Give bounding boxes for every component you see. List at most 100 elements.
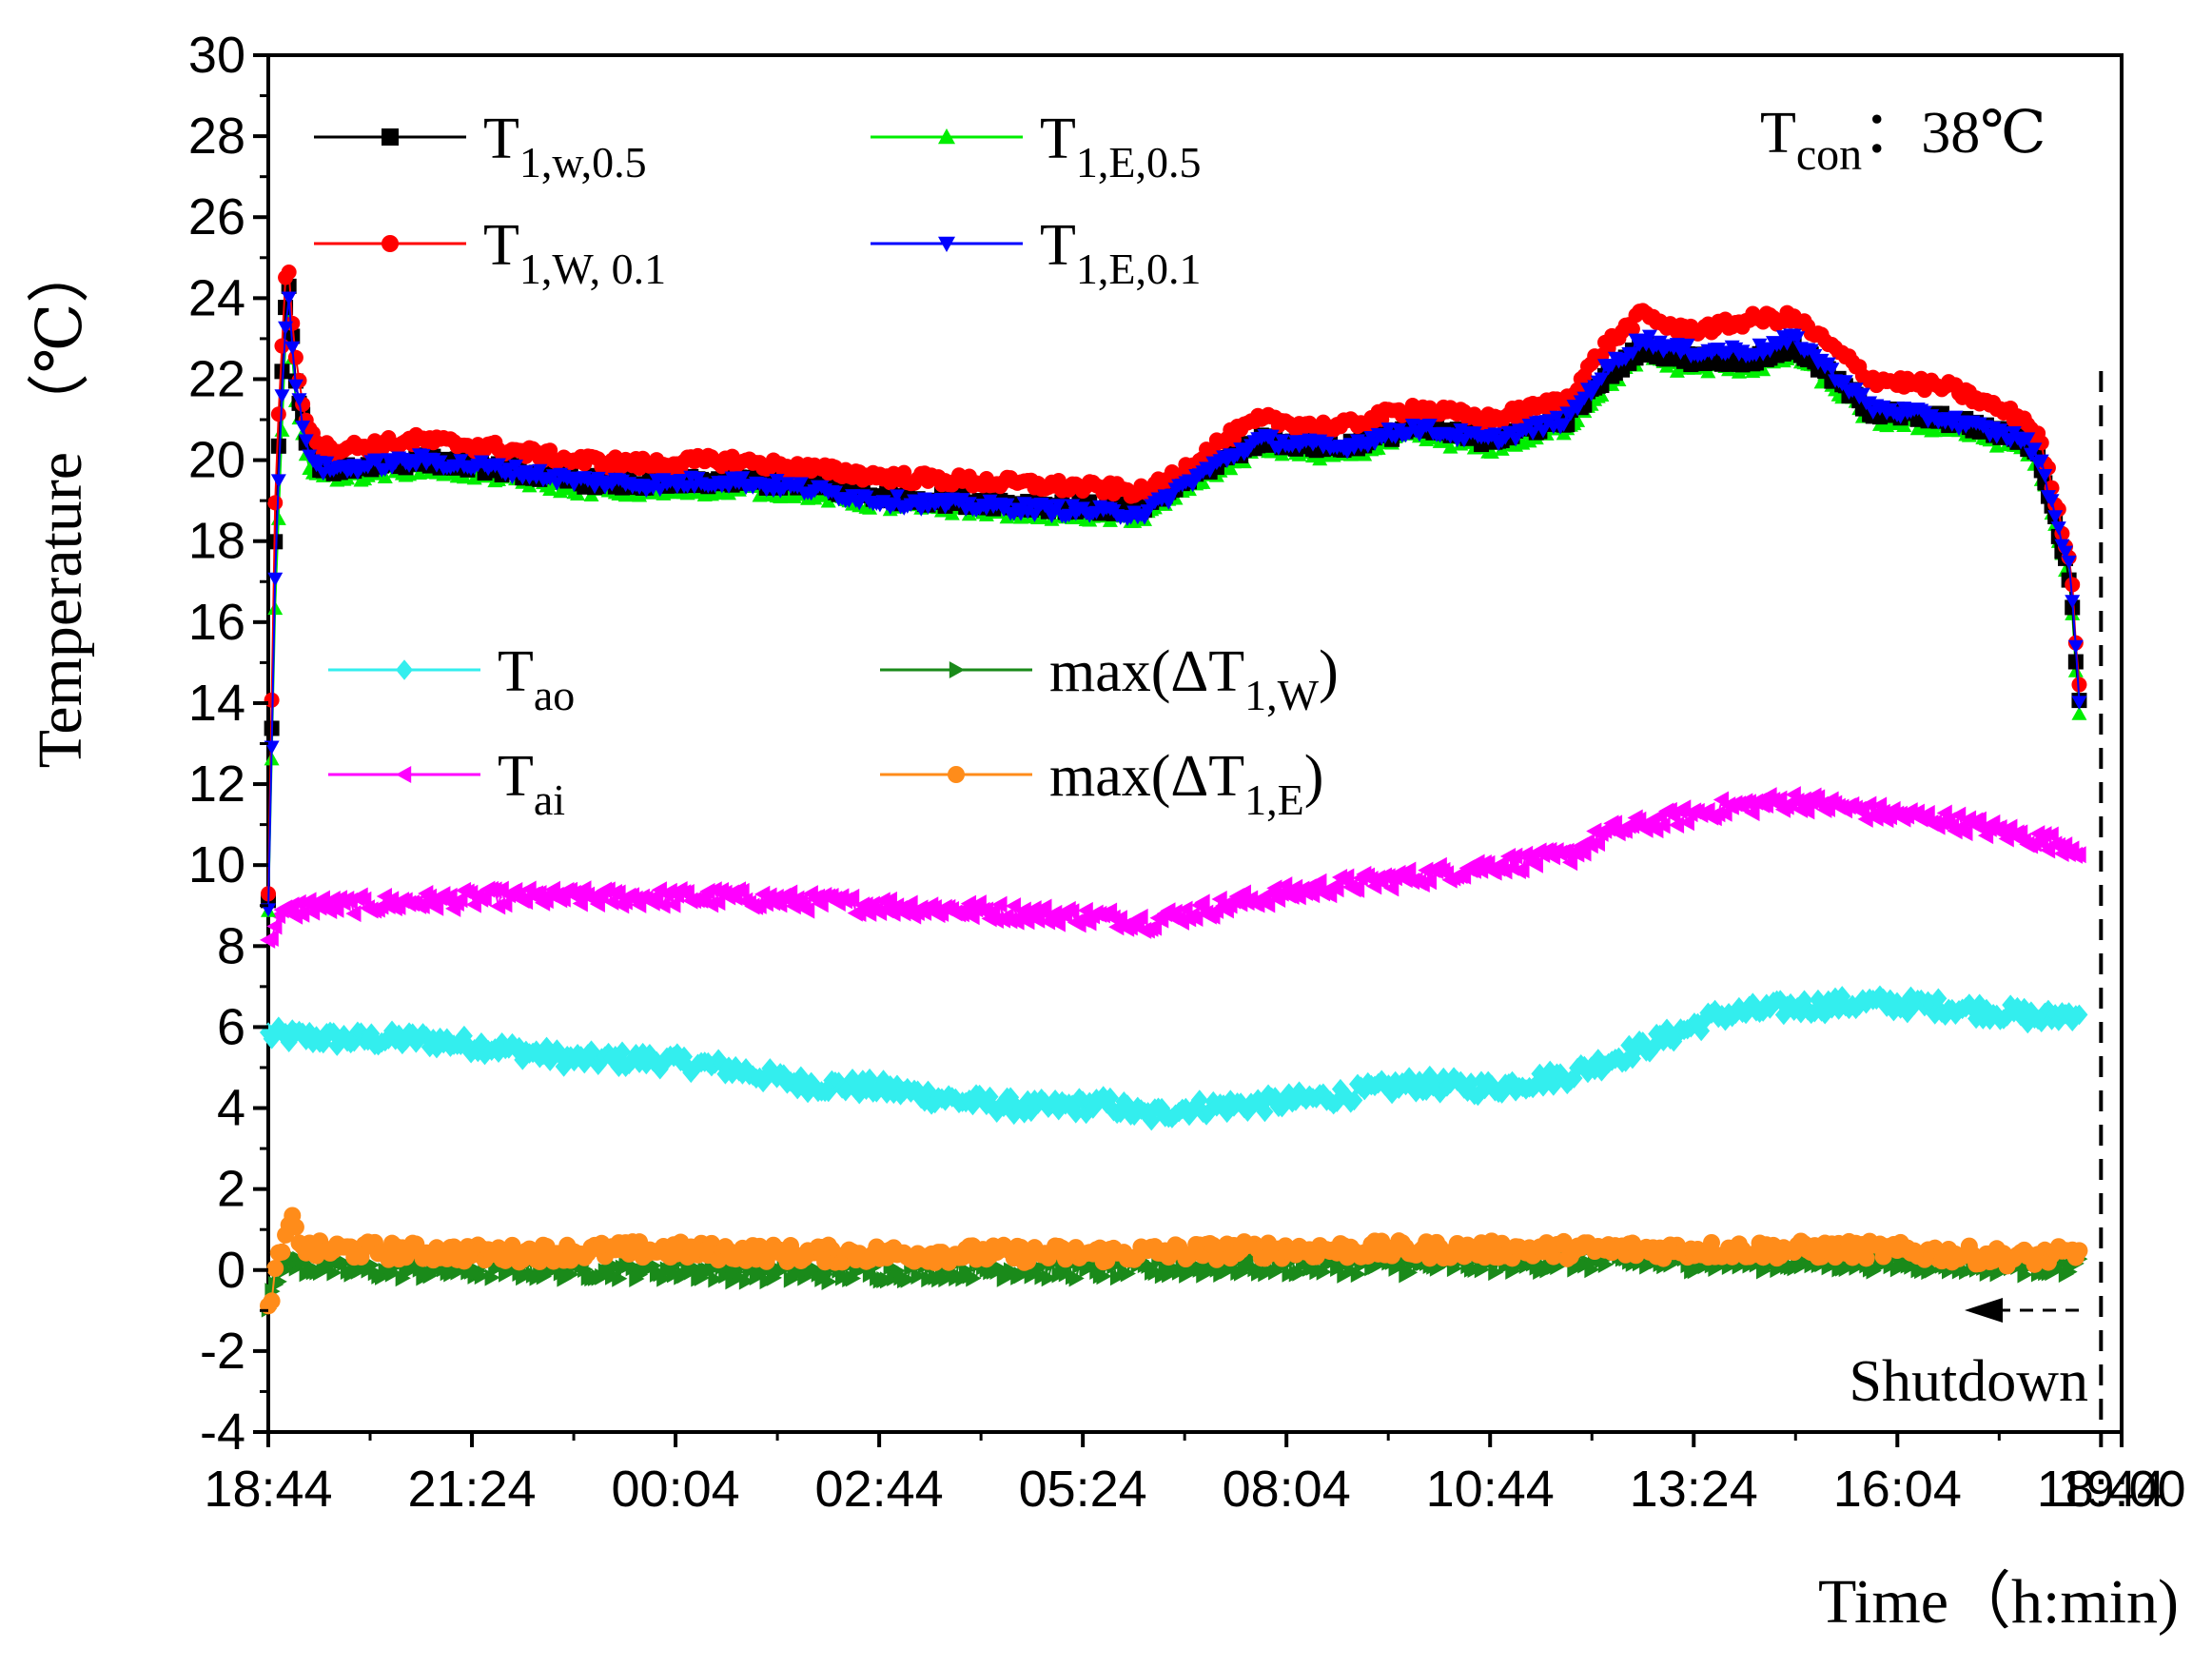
data-point — [1277, 876, 1293, 894]
data-point — [1036, 898, 1052, 916]
data-point — [274, 422, 290, 437]
data-point — [734, 882, 750, 900]
data-point — [1068, 1269, 1085, 1287]
data-point — [1561, 854, 1578, 872]
x-tick-label: 16:04 — [1833, 1461, 1962, 1518]
data-point — [270, 438, 286, 454]
data-point — [1702, 1233, 1720, 1251]
data-point — [396, 659, 413, 680]
data-point — [820, 494, 836, 508]
data-point — [1187, 909, 1204, 927]
data-point — [1311, 873, 1327, 891]
data-point — [1348, 880, 1365, 898]
data-point — [1132, 908, 1148, 926]
data-point — [954, 493, 970, 507]
data-point — [370, 453, 386, 467]
legend-label: max(ΔT1,W) — [1049, 639, 1339, 719]
data-point — [270, 474, 286, 488]
condition-annotation: Tcon：38℃ — [1760, 101, 2046, 180]
data-point — [799, 901, 815, 919]
data-point — [991, 895, 1008, 913]
data-point — [2033, 454, 2049, 468]
data-point — [414, 896, 430, 914]
data-point — [1589, 834, 1605, 853]
data-point — [1594, 372, 1610, 386]
data-point — [1957, 824, 1973, 842]
data-point — [1624, 321, 1640, 337]
data-point — [271, 1272, 287, 1290]
data-point — [1096, 1267, 1112, 1285]
data-point — [2058, 545, 2074, 559]
data-point — [1514, 861, 1530, 879]
data-point — [2065, 595, 2081, 609]
data-point — [415, 448, 431, 463]
series-4 — [260, 985, 2088, 1131]
data-point — [1813, 353, 1830, 368]
data-point — [1919, 804, 1935, 822]
data-point — [1669, 338, 1685, 352]
data-point — [1260, 895, 1276, 913]
legend-entry: T1,E,0.1 — [871, 213, 1201, 293]
data-point — [1824, 363, 1840, 377]
data-point — [2065, 577, 2081, 593]
y-tick-label: 8 — [217, 917, 245, 974]
legend-label: Tao — [498, 639, 575, 719]
data-point — [1576, 844, 1592, 862]
data-point — [938, 236, 955, 252]
data-point — [933, 492, 949, 507]
condition-rest: ：38℃ — [1862, 101, 2046, 166]
data-point — [287, 349, 303, 365]
data-point — [844, 888, 860, 906]
data-point — [2047, 510, 2064, 524]
data-point — [2071, 677, 2087, 693]
data-point — [1256, 1101, 1274, 1123]
series-5 — [260, 786, 2086, 949]
data-point — [1556, 418, 1572, 432]
data-point — [1345, 1089, 1363, 1111]
legend-entry: Tao — [328, 639, 575, 719]
data-point — [266, 1260, 284, 1278]
data-point — [274, 363, 290, 380]
x-axis-title: Time（h:min) — [1818, 1567, 2179, 1637]
condition-base: T — [1760, 101, 1796, 166]
data-point — [408, 459, 424, 473]
data-point — [508, 460, 524, 474]
legend-label: T1,w,0.5 — [483, 107, 647, 186]
data-point — [2026, 442, 2043, 457]
data-point — [999, 498, 1015, 513]
data-point — [710, 893, 726, 912]
y-tick-label: -2 — [200, 1323, 245, 1380]
legend-label: T1,E,0.1 — [1040, 213, 1201, 293]
data-point — [1948, 410, 1964, 425]
data-point — [284, 341, 301, 356]
y-tick-label: 28 — [188, 108, 245, 165]
data-point — [706, 881, 722, 899]
data-point — [2044, 494, 2060, 508]
data-point — [2070, 1242, 2088, 1260]
data-point — [411, 465, 427, 481]
data-point — [1418, 861, 1434, 879]
data-point — [2043, 826, 2059, 844]
data-point — [324, 890, 341, 908]
data-point — [793, 477, 809, 491]
data-point — [1507, 847, 1523, 865]
data-point — [263, 1292, 281, 1310]
data-point — [1049, 914, 1066, 932]
legend-label: T1,E,0.5 — [1040, 107, 1201, 186]
y-tick-label: -4 — [200, 1403, 245, 1461]
data-point — [1029, 911, 1046, 929]
series-2 — [261, 308, 2087, 917]
y-tick-label: 2 — [217, 1161, 245, 1218]
data-point — [1536, 424, 1552, 439]
legend-label: T1,W, 0.1 — [483, 213, 666, 293]
data-point — [1040, 500, 1056, 514]
data-point — [1339, 868, 1355, 886]
data-point — [1668, 816, 1685, 834]
y-tick-label: 0 — [217, 1242, 245, 1299]
data-point — [490, 458, 506, 472]
data-point — [2061, 555, 2077, 570]
data-point — [1970, 811, 1987, 829]
y-tick-label: 12 — [188, 756, 245, 813]
data-point — [1041, 1269, 1057, 1287]
